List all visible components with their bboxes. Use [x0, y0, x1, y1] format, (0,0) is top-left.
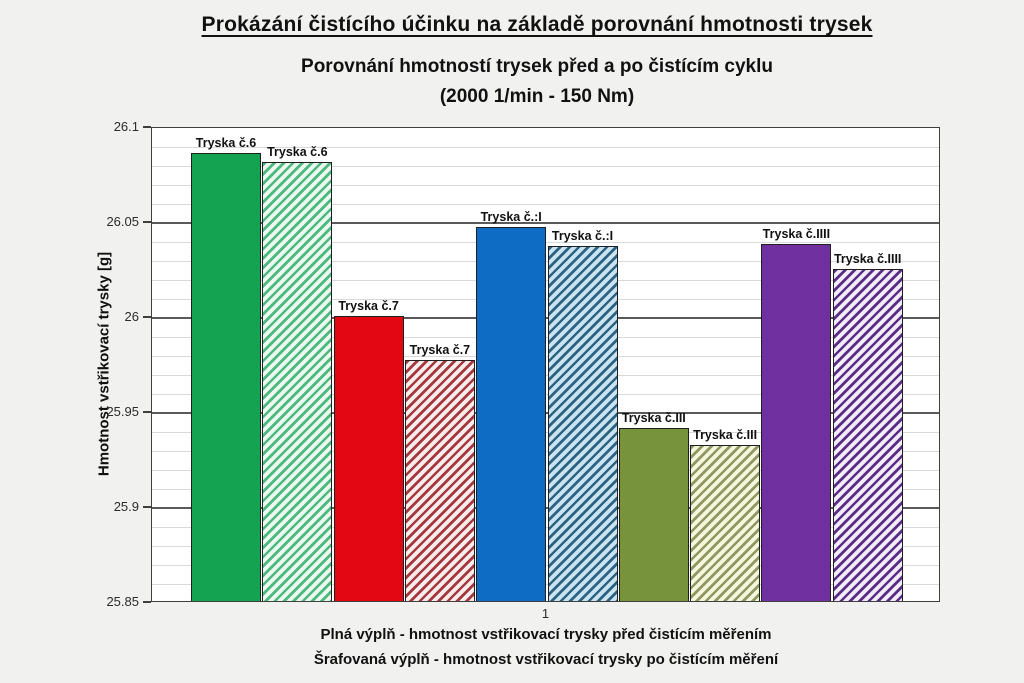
y-axis-tick-mark	[143, 221, 151, 223]
y-axis-tick-mark	[143, 126, 151, 128]
bar-data-label: Tryska č.:I	[551, 228, 614, 243]
bar-data-label: Tryska č.6	[195, 135, 257, 150]
bar-solid-tryska-iiii	[761, 243, 832, 601]
bar-data-label: Tryska č.III	[621, 411, 686, 426]
bar-data-label: Tryska č.III	[693, 428, 758, 443]
page-title: Prokázání čistícího účinku na základě po…	[201, 13, 873, 36]
minor-gridline	[152, 203, 939, 205]
y-axis-tick-label: 25.9	[113, 499, 139, 514]
bar-data-label: Tryska č.7	[338, 299, 399, 314]
y-axis-tick-label: 26	[124, 309, 139, 324]
bar-solid-tryska-6	[191, 152, 261, 601]
bar-data-label: Tryska č.IIII	[762, 226, 831, 241]
chart-title: Porovnání hmotností trysek před a po čis…	[50, 52, 1024, 112]
minor-gridline	[152, 184, 939, 186]
chart-subtitle-line-1: Porovnání hmotností trysek před a po čis…	[301, 56, 773, 77]
y-axis-tick-label: 25.85	[106, 594, 139, 609]
legend-hatched-fill-label: Šrafovaná výplň - hmotnost vstřikovací t…	[313, 651, 779, 668]
bar-data-label: Tryska č.:I	[480, 209, 542, 224]
y-axis-tick-mark	[143, 411, 151, 413]
y-axis-title: Hmotnost vstřikovací trysky [g]	[95, 251, 113, 477]
y-axis-tick-mark	[143, 601, 151, 603]
chart-legend: Plná výplň - hmotnost vstřikovací trysky…	[68, 622, 1024, 672]
y-axis-tick-label: 26.1	[113, 119, 139, 134]
bar-solid-tryska-i	[476, 226, 547, 601]
bar-data-label: Tryska č.7	[409, 342, 471, 357]
bar-hatched-tryska-iii	[690, 445, 761, 601]
bar-data-label: Tryska č.6	[267, 145, 328, 160]
bar-hatched-tryska-7	[404, 359, 475, 601]
bar-solid-tryska-7	[333, 316, 404, 601]
major-gridline	[152, 222, 939, 224]
y-axis-tick-label: 26.05	[106, 214, 139, 229]
x-axis-category-label: 1	[541, 606, 550, 621]
bar-data-label: Tryska č.IIII	[833, 251, 902, 266]
bar-hatched-tryska-i	[547, 245, 618, 601]
minor-gridline	[152, 165, 939, 167]
legend-solid-fill-label: Plná výplň - hmotnost vstřikovací trysky…	[320, 626, 772, 643]
chart-subtitle-line-2: (2000 1/min - 150 Nm)	[439, 86, 635, 107]
minor-gridline	[152, 146, 939, 148]
y-axis-tick-mark	[143, 316, 151, 318]
plot-area: Tryska č.6 Tryska č.6 Tryska č.7 Tryska č.7…	[151, 127, 940, 602]
bar-hatched-tryska-6	[262, 162, 333, 601]
bar-hatched-tryska-iiii	[832, 268, 903, 601]
y-axis-tick-mark	[143, 506, 151, 508]
y-axis-tick-label: 25.95	[106, 404, 139, 419]
bar-solid-tryska-iii	[618, 428, 689, 601]
